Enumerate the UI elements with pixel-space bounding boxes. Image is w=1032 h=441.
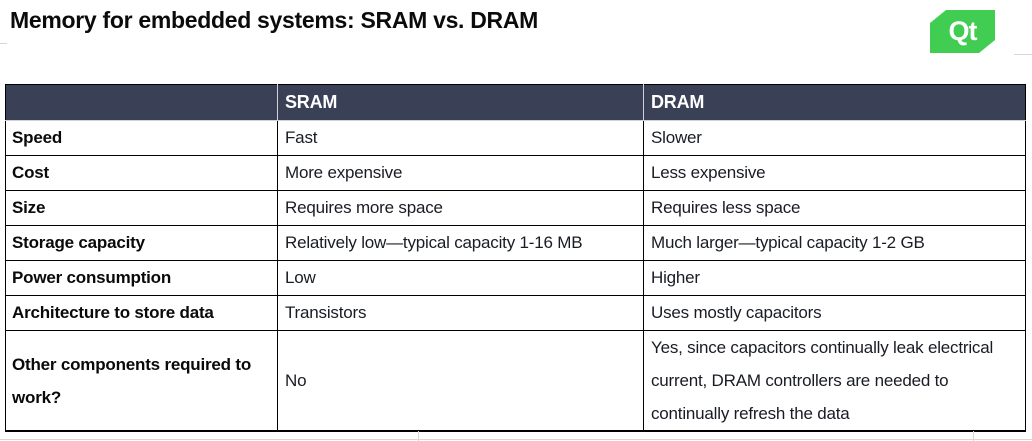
table-row-cost: Cost More expensive Less expensive <box>5 155 1026 191</box>
sram-value: Fast <box>277 120 644 156</box>
row-label: Storage capacity <box>5 225 278 261</box>
dram-value: Requires less space <box>643 190 1026 226</box>
row-label: Other components required to work? <box>5 330 278 432</box>
row-label: Power consumption <box>5 260 278 296</box>
page-title: Memory for embedded systems: SRAM vs. DR… <box>10 7 539 33</box>
table-row-other-components: Other components required to work? No Ye… <box>5 330 1026 432</box>
sram-dram-comparison-table: SRAM DRAM Speed Fast Slower Cost More ex… <box>5 84 1026 432</box>
qt-logo-icon: Qt <box>930 10 995 53</box>
sram-value: No <box>277 330 644 432</box>
table-row-power-consumption: Power consumption Low Higher <box>5 260 1026 296</box>
table-row-speed: Speed Fast Slower <box>5 120 1026 156</box>
gridline-artifact <box>1014 54 1032 55</box>
table-row-storage-capacity: Storage capacity Relatively low—typical … <box>5 225 1026 261</box>
header-cell-dram: DRAM <box>643 84 1026 121</box>
gridline-artifact <box>973 431 974 441</box>
dram-value: Much larger—typical capacity 1-2 GB <box>643 225 1026 261</box>
row-label: Speed <box>5 120 278 156</box>
header-cell-empty <box>5 84 278 121</box>
table-header-row: SRAM DRAM <box>5 84 1026 121</box>
dram-value: Less expensive <box>643 155 1026 191</box>
dram-value: Yes, since capacitors continually leak e… <box>643 330 1026 432</box>
row-label: Size <box>5 190 278 226</box>
dram-value: Slower <box>643 120 1026 156</box>
row-label: Cost <box>5 155 278 191</box>
sram-value: Relatively low—typical capacity 1-16 MB <box>277 225 644 261</box>
sram-value: Requires more space <box>277 190 644 226</box>
row-label: Architecture to store data <box>5 295 278 331</box>
table-row-architecture: Architecture to store data Transistors U… <box>5 295 1026 331</box>
gridline-artifact <box>0 439 1032 440</box>
sram-value: More expensive <box>277 155 644 191</box>
sram-value: Low <box>277 260 644 296</box>
qt-logo-text: Qt <box>948 16 977 46</box>
sram-value: Transistors <box>277 295 644 331</box>
gridline-artifact <box>418 431 419 441</box>
header-cell-sram: SRAM <box>277 84 644 121</box>
dram-value: Higher <box>643 260 1026 296</box>
table-row-size: Size Requires more space Requires less s… <box>5 190 1026 226</box>
dram-value: Uses mostly capacitors <box>643 295 1026 331</box>
gridline-artifact <box>0 43 7 44</box>
